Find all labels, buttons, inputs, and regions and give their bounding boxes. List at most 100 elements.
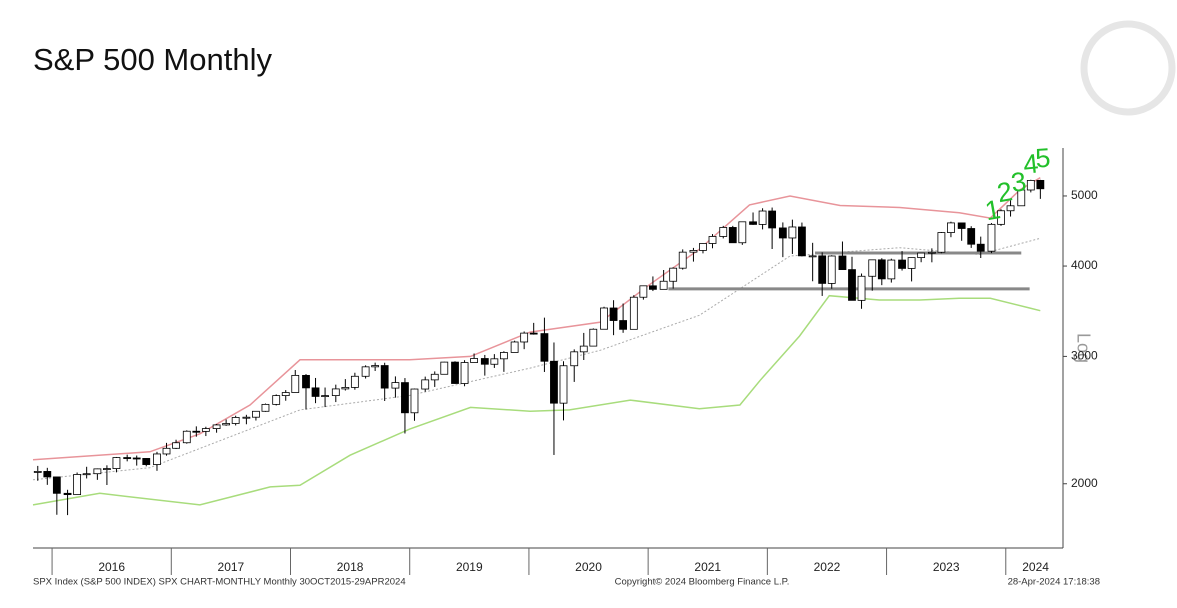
candle-body (212, 424, 221, 429)
candle-body (976, 243, 985, 252)
candle-body (550, 360, 558, 404)
candle-body (827, 255, 836, 284)
x-tick-label: 2020 (575, 560, 602, 574)
candle-body (192, 430, 201, 433)
decor-circle (1080, 20, 1176, 116)
candle-body (470, 358, 478, 363)
candle-body (1026, 180, 1035, 191)
candle-body (33, 471, 42, 473)
candle-body (529, 332, 538, 335)
band-line (32, 237, 1041, 481)
candle-body (600, 307, 608, 330)
x-tick-label: 2024 (1022, 560, 1049, 574)
candle-body (142, 458, 151, 465)
candle-body (838, 255, 847, 271)
candle-body (678, 251, 687, 269)
candle-body (540, 333, 549, 362)
candle-body (182, 430, 191, 444)
candle-body (728, 227, 737, 244)
candle-body (997, 210, 1005, 225)
candle-body (957, 222, 966, 229)
candle-body (937, 232, 946, 253)
candle-body (261, 403, 270, 412)
candle-body (391, 382, 400, 389)
candle-body (172, 442, 180, 449)
candle-body (917, 252, 926, 259)
candle-body (401, 382, 409, 414)
candle-body (460, 362, 469, 384)
candle-body (371, 365, 380, 368)
candle-body (619, 320, 628, 330)
candle-body (877, 259, 886, 280)
candle-body (788, 226, 797, 239)
x-tick-label: 2023 (933, 560, 960, 574)
candle-body (410, 388, 419, 414)
candle-body (749, 221, 757, 225)
footer-right: 28-Apr-2024 17:18:38 (1008, 577, 1100, 588)
candle-body (510, 341, 519, 353)
candle-body (112, 457, 121, 469)
candle-body (252, 410, 260, 418)
candle-body (689, 250, 698, 253)
candle-body (350, 375, 359, 388)
candle-body (649, 285, 657, 290)
candle-body (430, 373, 439, 381)
candle-body (132, 457, 141, 460)
x-tick-label: 2017 (218, 560, 245, 574)
candle-body (43, 471, 52, 478)
candle-body (440, 361, 449, 375)
y-tick-label: 2000 (1071, 476, 1098, 490)
wave-annotation: 2 (995, 176, 1015, 208)
candle-body (520, 332, 529, 343)
wave-annotation: 1 (983, 194, 1003, 226)
y-axis-label: Log (1073, 333, 1093, 363)
candle-body (629, 296, 638, 330)
y-tick-label: 5000 (1071, 188, 1098, 202)
candle-body (857, 275, 866, 301)
candle-body (272, 395, 281, 405)
candle-body (609, 307, 618, 321)
candle-body (967, 228, 976, 245)
x-tick-label: 2022 (814, 560, 841, 574)
footer-center: Copyright© 2024 Bloomberg Finance L.P. (615, 577, 790, 588)
candle-body (331, 388, 340, 397)
candle-body (451, 361, 459, 384)
candle-body (1036, 180, 1045, 190)
candle-body (639, 285, 648, 298)
candle-body (768, 210, 777, 229)
candle-body (242, 416, 251, 419)
candle-body (490, 358, 499, 365)
candle-body (808, 255, 817, 258)
candle-body (93, 468, 102, 475)
x-tick-label: 2016 (98, 560, 125, 574)
candle-body (341, 387, 350, 390)
candle-body (302, 374, 310, 389)
candle-body (868, 259, 877, 277)
candle-body (82, 473, 91, 476)
candle-body (738, 221, 747, 244)
candle-body (669, 267, 678, 282)
candle-body (52, 476, 61, 494)
candle-body (778, 227, 787, 239)
y-tick-label: 4000 (1071, 258, 1098, 272)
candle-body (708, 236, 717, 244)
candle-body (987, 223, 996, 252)
candle-body (798, 226, 806, 257)
candle-body (1006, 205, 1015, 212)
x-tick-label: 2019 (456, 560, 483, 574)
candle-body (589, 328, 598, 347)
candle-body (291, 374, 300, 393)
candle-body (699, 243, 707, 251)
candle-body (63, 492, 72, 496)
candle-body (818, 255, 827, 284)
wave-annotation: 4 (1022, 148, 1040, 179)
candle-body (480, 358, 489, 365)
candle-body (579, 345, 588, 353)
chart-title: S&P 500 Monthly (33, 42, 272, 77)
band-line (32, 294, 1041, 506)
candle-body (559, 365, 568, 404)
band-line (32, 177, 1041, 461)
x-tick-label: 2021 (694, 560, 721, 574)
candle-body (659, 280, 668, 290)
